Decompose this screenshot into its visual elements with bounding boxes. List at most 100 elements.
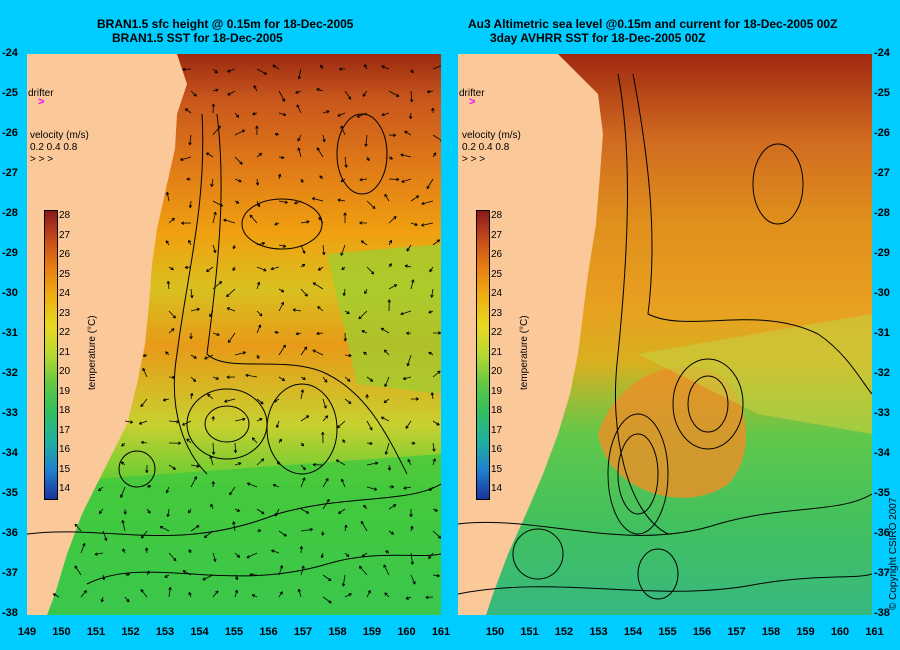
velocity-arrow [430, 288, 434, 298]
velocity-arrow [270, 266, 280, 271]
velocity-arrow [338, 508, 346, 514]
velocity-arrow [432, 573, 440, 578]
velocity-arrow [273, 398, 280, 403]
velocity-arrow [278, 344, 286, 356]
velocity-arrow [252, 112, 258, 116]
velocity-arrow [405, 420, 412, 429]
velocity-arrow [361, 552, 368, 558]
velocity-arrow [142, 353, 148, 358]
velocity-arrow [341, 574, 346, 587]
velocity-arrow [212, 211, 217, 224]
velocity-arrow [432, 530, 441, 539]
velocity-arrow [256, 324, 262, 334]
velocity-arrow [140, 530, 148, 539]
longitude-label: 150 [52, 626, 71, 638]
colorbar-tick: 19 [59, 385, 71, 397]
velocity-arrow [428, 351, 434, 356]
velocity-arrow [232, 244, 236, 250]
velocity-arrow [403, 486, 412, 490]
longitude-label: 150 [485, 626, 505, 638]
velocity-arrow [190, 90, 197, 97]
velocity-arrow [256, 241, 266, 246]
colorbar-tick: 16 [491, 444, 503, 455]
velocity-arrow [226, 375, 236, 379]
velocity-arrow [80, 542, 86, 554]
velocity-arrow [249, 572, 258, 577]
velocity-arrow [432, 458, 436, 466]
latitude-label: -35 [874, 487, 890, 499]
velocity-arrow [432, 508, 438, 512]
latitude-label: -33 [874, 407, 890, 419]
velocity-arrow [209, 455, 214, 466]
latitude-label: -28 [2, 207, 18, 219]
velocity-arrow [234, 112, 240, 118]
velocity-arrow [322, 574, 332, 582]
velocity-arrow [210, 178, 214, 188]
velocity-arrow [404, 264, 412, 268]
colorbar-tick: 22 [491, 327, 503, 338]
velocity-arrow [381, 112, 390, 117]
colorbar-left [44, 210, 58, 500]
velocity-arrow [410, 552, 414, 565]
velocity-arrow [343, 212, 347, 224]
velocity-arrow [211, 416, 215, 422]
drifter-marker-left: > [38, 96, 45, 108]
velocity-arrow [380, 416, 390, 422]
velocity-arrow [278, 565, 284, 576]
velocity-arrow [256, 398, 264, 405]
velocity-arrow [186, 177, 192, 181]
longitude-label: 161 [431, 626, 451, 638]
sea-level-contour [512, 528, 564, 580]
velocity-arrow [232, 521, 236, 532]
velocity-arrow [338, 67, 346, 71]
velocity-arrow [275, 420, 280, 429]
velocity-arrow [297, 134, 302, 142]
velocity-arrow [232, 266, 236, 272]
coastline-land [458, 54, 603, 615]
velocity-arrow [165, 240, 170, 246]
velocity-arrow [322, 134, 326, 143]
velocity-arrow [404, 130, 412, 136]
velocity-arrow [278, 155, 285, 160]
latitude-label: -34 [2, 447, 18, 459]
velocity-arrow [234, 552, 241, 558]
velocity-arrow [168, 217, 175, 224]
longitude-label: 155 [658, 626, 677, 638]
velocity-arrow [188, 508, 192, 514]
velocity-arrow [234, 156, 243, 165]
warm-core-eddy [598, 366, 747, 498]
velocity-arrow [318, 216, 324, 224]
velocity-arrow [278, 376, 286, 382]
velocity-arrow [366, 266, 375, 275]
colorbar-tick: 16 [59, 444, 71, 455]
velocity-arrow [363, 351, 368, 356]
velocity-arrow [364, 134, 368, 147]
latitude-label: -30 [2, 287, 18, 299]
longitude-label: 159 [796, 626, 815, 638]
velocity-arrow [251, 594, 258, 598]
velocity-arrow [256, 152, 263, 158]
velocity-arrow [383, 564, 390, 576]
velocity-arrow [428, 552, 434, 560]
velocity-arrow [166, 508, 170, 518]
velocity-arrows [52, 63, 441, 604]
velocity-arrow [322, 376, 328, 383]
velocity-arrow [388, 504, 397, 510]
velocity-arrow [211, 481, 215, 488]
colorbar-tick: 19 [491, 385, 503, 397]
velocity-arrow [321, 431, 325, 444]
velocity-arrow [426, 178, 434, 190]
velocity-arrow [212, 200, 224, 207]
velocity-arrow [226, 307, 236, 312]
velocity-arrow [256, 354, 260, 359]
latitude-label: -29 [2, 247, 18, 259]
velocity-arrow [212, 125, 221, 136]
colorbar-tick: 15 [59, 463, 71, 475]
latitude-label: -32 [2, 367, 18, 379]
velocity-arrow [359, 177, 368, 182]
velocity-arrow [322, 398, 327, 409]
velocity-arrow [189, 332, 193, 340]
velocity-arrow [212, 552, 217, 562]
velocity-arrow [410, 441, 416, 445]
colorbar-tick: 24 [491, 288, 503, 299]
